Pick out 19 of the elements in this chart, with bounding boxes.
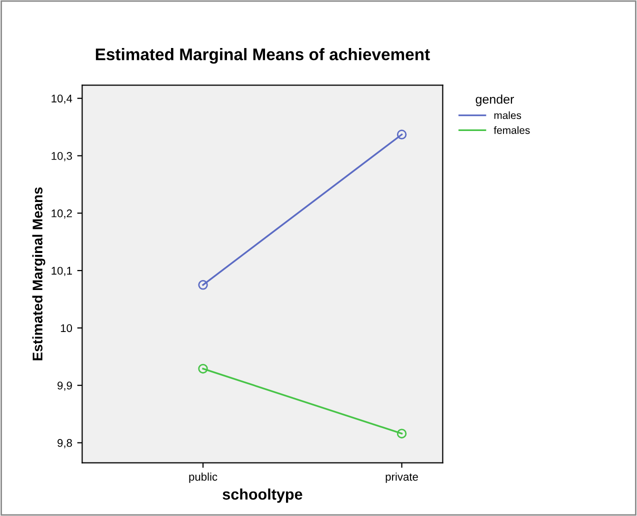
point	[198, 280, 208, 290]
legend-title: gender	[476, 94, 514, 106]
x-axis-title: schooltype	[222, 488, 302, 503]
y-tick-label: 9,9	[58, 382, 72, 391]
x-tick-label: public	[189, 472, 218, 483]
point	[396, 428, 407, 438]
y-tick-label: 10,4	[52, 94, 72, 104]
y-tick-label: 9,8	[58, 439, 72, 448]
chart-title: Estimated Marginal Means of achievement	[96, 48, 430, 64]
point	[198, 364, 208, 374]
x-tick-label: private	[386, 472, 418, 483]
y-tick-label: 10,1	[52, 266, 72, 276]
y-tick-label: 10	[60, 324, 72, 332]
point	[396, 130, 407, 140]
y-axis-title: Estimated Marginal Means	[32, 187, 46, 360]
y-tick-label: 10,3	[52, 152, 72, 162]
legend-label: females	[494, 126, 530, 134]
legend-label: males	[494, 111, 522, 120]
y-tick-label: 10,2	[52, 209, 72, 219]
